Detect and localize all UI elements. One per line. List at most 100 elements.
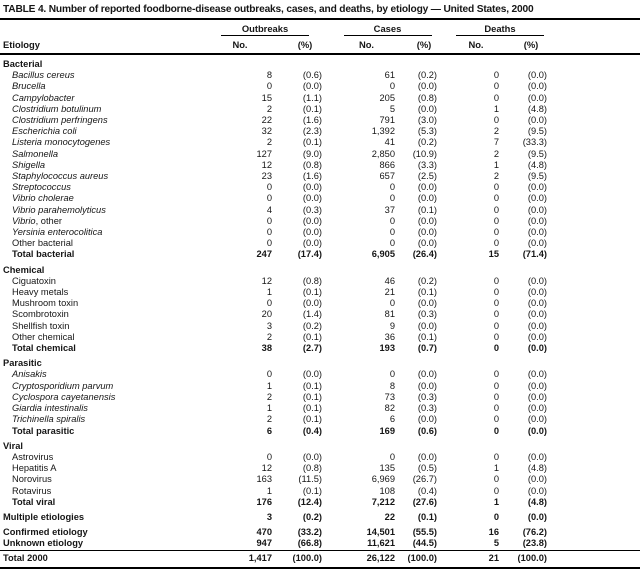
etiology-cell: Giardia intestinalis <box>12 403 88 414</box>
value-cell: 5 <box>389 103 395 114</box>
value-cell: 2 <box>266 103 272 114</box>
table-row: Escherichia coli 32 (2.3) 1,392 (5.3) 2 (9.5) <box>0 126 640 137</box>
table-title: TABLE 4. Number of reported foodborne-di… <box>0 3 640 20</box>
filler-cell <box>555 149 640 160</box>
value-cell: (55.5) <box>412 527 437 538</box>
value-cell: 2 <box>266 137 272 148</box>
value-cell: 2 <box>266 391 272 402</box>
value-cell: 1 <box>266 380 272 391</box>
value-cell: 0 <box>493 81 499 92</box>
table-row: Cyclospora cayetanensis 2 (0.1) 73 (0.3) 0 (0.… <box>0 392 640 403</box>
table-row: Hepatitis A 12 (0.8) 135 (0.5) 1 (4.8) <box>0 463 640 474</box>
value-cell: 0 <box>493 391 499 402</box>
value-cell: (4.8) <box>527 103 547 114</box>
value-cell: (0.1) <box>302 485 322 496</box>
value-cell: (0.0) <box>302 238 322 249</box>
value-cell: (0.2) <box>302 511 322 522</box>
value-cell: (0.7) <box>417 343 437 354</box>
value-cell: (0.0) <box>527 414 547 425</box>
value-cell: 12 <box>261 159 272 170</box>
table-body: Bacterial Bacillus cereus 8 (0.6) 61 (0.2) 0 (0… <box>0 54 640 570</box>
value-cell: (0.0) <box>302 81 322 92</box>
value-cell: 0 <box>266 298 272 309</box>
value-cell: 0 <box>493 485 499 496</box>
value-cell: 0 <box>389 369 395 380</box>
value-cell: (0.4) <box>417 485 437 496</box>
value-cell: 0 <box>493 474 499 485</box>
value-cell: 0 <box>493 380 499 391</box>
value-cell: (0.0) <box>527 298 547 309</box>
table-row: Unknown etiology 947 (66.8) 11,621 (44.5) 5 (2… <box>0 538 640 550</box>
value-cell: 3 <box>266 511 272 522</box>
value-cell: 1,392 <box>371 126 395 137</box>
etiology-cell: Clostridium botulinum <box>12 103 102 114</box>
etiology-cell: Streptococcus <box>12 182 71 193</box>
value-cell: (0.0) <box>417 103 437 114</box>
cases-group-label: Cases <box>343 23 432 36</box>
value-cell: (0.0) <box>527 92 547 103</box>
filler-cell <box>555 70 640 81</box>
value-cell: 0 <box>493 92 499 103</box>
value-cell: (0.0) <box>417 451 437 462</box>
value-cell: 81 <box>384 309 395 320</box>
etiology-cell: Scombrotoxin <box>12 309 69 320</box>
value-cell: 0 <box>493 511 499 522</box>
value-cell: 1 <box>493 103 499 114</box>
value-cell: (0.0) <box>417 369 437 380</box>
value-cell: (0.0) <box>527 331 547 342</box>
value-cell: 20 <box>261 309 272 320</box>
etiology-cell: Clostridium perfringens <box>12 115 108 126</box>
value-cell: 36 <box>384 331 395 342</box>
filler-cell <box>555 104 640 115</box>
value-cell: (0.0) <box>527 275 547 286</box>
value-cell: (0.6) <box>417 425 437 436</box>
value-cell: (0.0) <box>527 320 547 331</box>
value-cell: (0.0) <box>302 182 322 193</box>
value-cell: 12 <box>261 463 272 474</box>
value-cell: 0 <box>266 193 272 204</box>
etiology-cell: Total 2000 <box>0 549 200 570</box>
table-row: Vibrio, other 0 (0.0) 0 (0.0) 0 (0.0) <box>0 216 640 227</box>
etiology-cell: Rotavirus <box>12 485 52 496</box>
table-row: Shigella 12 (0.8) 866 (3.3) 1 (4.8) <box>0 160 640 171</box>
value-cell: 8 <box>266 70 272 81</box>
value-cell: 4 <box>266 204 272 215</box>
value-cell: (0.0) <box>527 403 547 414</box>
value-cell: 0 <box>493 115 499 126</box>
etiology-cell: Multiple etiologies <box>3 511 85 522</box>
filler-cell <box>555 474 640 485</box>
column-header-row: Etiology No. (%) No. (%) No. (%) <box>0 36 640 55</box>
value-cell: (2.7) <box>302 343 322 354</box>
value-cell: 0 <box>389 298 395 309</box>
deaths-no-header: No. <box>445 36 507 55</box>
value-cell: (26.4) <box>412 249 437 260</box>
value-cell: (1.6) <box>302 171 322 182</box>
value-cell: (0.0) <box>527 287 547 298</box>
value-cell: 2 <box>493 171 499 182</box>
filler-cell <box>555 81 640 92</box>
filler-cell <box>555 486 640 497</box>
value-cell: 0 <box>493 451 499 462</box>
value-cell: (0.1) <box>302 331 322 342</box>
table-row: Heavy metals 1 (0.1) 21 (0.1) 0 (0.0) <box>0 287 640 298</box>
value-cell: 6 <box>389 414 395 425</box>
value-cell: 26,122 <box>330 549 403 570</box>
value-cell: 0 <box>266 238 272 249</box>
section-header: Viral <box>3 440 23 451</box>
value-cell: (0.0) <box>302 451 322 462</box>
value-cell: 14,501 <box>366 527 395 538</box>
value-cell: 41 <box>384 137 395 148</box>
filler-cell <box>555 249 640 260</box>
value-cell: 2 <box>493 126 499 137</box>
table-row: Vibrio parahemolyticus 4 (0.3) 37 (0.1) 0 (0.0… <box>0 205 640 216</box>
value-cell: 0 <box>493 331 499 342</box>
value-cell: (0.6) <box>302 70 322 81</box>
table-row: Total 2000 1,417 (100.0) 26,122 (100.0) 21 (10… <box>0 549 640 570</box>
filler-cell <box>555 115 640 126</box>
filler-cell <box>555 392 640 403</box>
section-header: Bacterial <box>3 59 43 69</box>
filler-cell <box>555 452 640 463</box>
value-cell: (71.4) <box>522 249 547 260</box>
value-cell: (0.0) <box>417 215 437 226</box>
value-cell: (0.0) <box>527 193 547 204</box>
